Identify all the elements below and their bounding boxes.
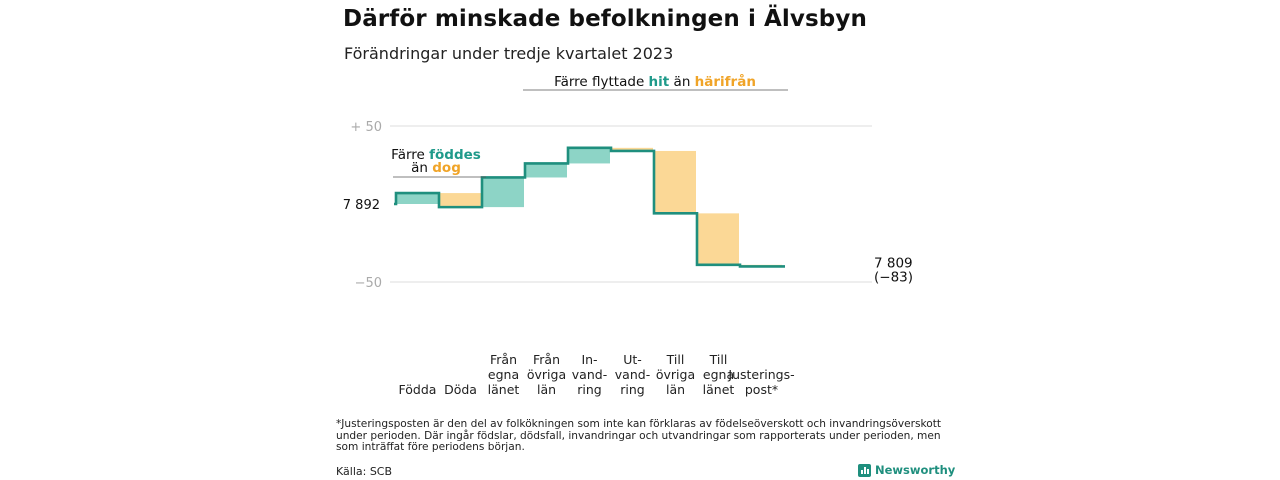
waterfall-bar xyxy=(526,163,567,178)
annotation-migration: Färre flyttade hit än härifrån xyxy=(554,73,756,90)
category-label: Födda xyxy=(399,382,437,397)
annotation-births-deaths: Färre föddes xyxy=(391,147,481,163)
running-total-line xyxy=(394,146,785,268)
y-tick-label: + 50 xyxy=(350,120,382,135)
newsworthy-logo-icon xyxy=(858,463,871,477)
y-tick-label: 7 892 xyxy=(343,198,380,213)
category-label: Till övriga län xyxy=(656,352,695,397)
category-label: Justerings-post* xyxy=(727,367,794,397)
waterfall-bar xyxy=(698,213,739,265)
waterfall-bar xyxy=(569,147,610,164)
annotation-births-deaths: än dog xyxy=(411,160,461,176)
y-tick-label: −50 xyxy=(355,276,382,291)
category-label: Döda xyxy=(444,382,477,397)
waterfall-bar xyxy=(483,177,524,208)
category-label: Från övriga län xyxy=(527,352,566,397)
waterfall-bar xyxy=(440,193,481,208)
chart-subtitle: Förändringar under tredje kvartalet 2023 xyxy=(344,44,674,63)
footnote: *Justeringsposten är den del av folkökni… xyxy=(336,418,942,454)
waterfall-bar xyxy=(397,193,438,204)
waterfall-bar xyxy=(655,150,696,214)
category-label: Från egna länet xyxy=(488,352,520,397)
chart-title: Därför minskade befolkningen i Älvsbyn xyxy=(343,6,867,32)
end-change-label: (−83) xyxy=(874,269,913,285)
category-label: In-vand-ring xyxy=(572,352,607,397)
waterfall-bar xyxy=(612,147,653,151)
source-note: Källa: SCB xyxy=(336,465,393,478)
category-label: Ut-vand-ring xyxy=(615,352,650,397)
brand-name: Newsworthy xyxy=(875,463,956,477)
end-value-label: 7 809 xyxy=(874,255,913,271)
category-label: Till egna länet xyxy=(703,352,735,397)
brand: Newsworthy xyxy=(858,463,955,477)
